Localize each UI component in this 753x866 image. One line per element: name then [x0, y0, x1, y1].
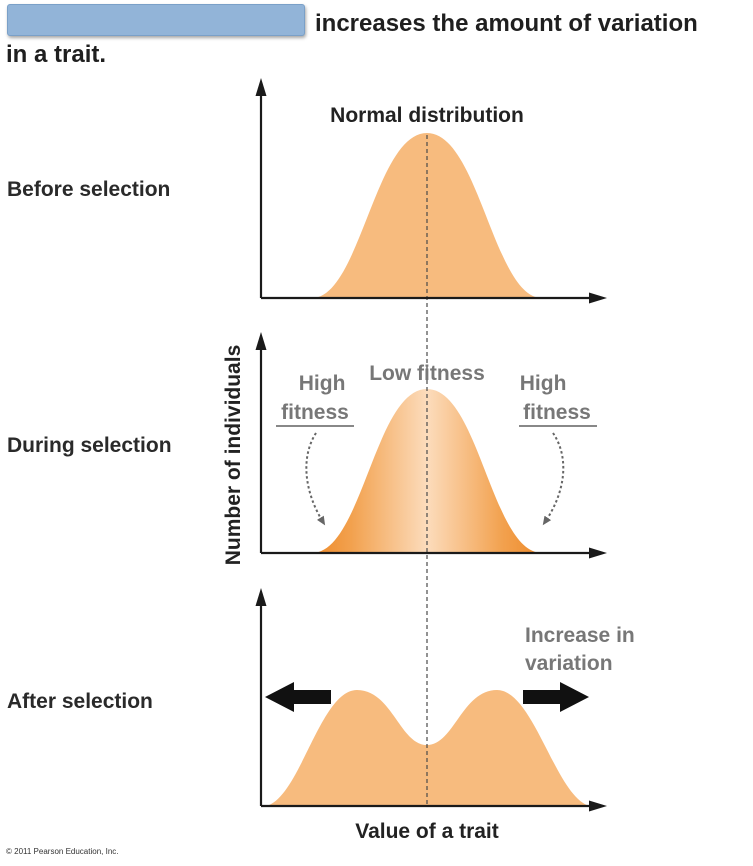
high-fitness-right-line1: High [520, 372, 567, 395]
bimodal-distribution-curve [266, 690, 590, 806]
x-axis-label: Value of a trait [355, 820, 499, 843]
normal-distribution-label: Normal distribution [330, 104, 524, 127]
copyright-notice: © 2011 Pearson Education, Inc. [6, 847, 118, 856]
high-fitness-right: High fitness [519, 372, 597, 427]
label-during-selection: During selection [7, 434, 172, 457]
axes-during-selection [255, 332, 607, 559]
title-line1: increases the amount of variation [315, 10, 698, 37]
label-after-selection: After selection [7, 690, 153, 713]
high-fitness-left-text: High fitness [281, 372, 351, 424]
high-fitness-right-text: High fitness [520, 372, 591, 424]
increase-in-variation-line1: Increase in [525, 624, 635, 647]
selection-arrow-right [542, 432, 565, 526]
variation-arrow-right-icon [523, 682, 589, 712]
increase-in-variation-line2: variation [525, 652, 613, 675]
title-line2: in a trait. [6, 41, 107, 68]
increase-in-variation-label: Increase in variation [525, 624, 641, 675]
axes-before-selection [255, 78, 607, 304]
high-fitness-right-line2: fitness [523, 401, 591, 424]
label-before-selection: Before selection [7, 178, 171, 201]
high-fitness-left-line1: High [299, 372, 346, 395]
high-fitness-left-line2: fitness [281, 401, 349, 424]
low-fitness-label: Low fitness [369, 362, 485, 385]
y-axis-label: Number of individuals [222, 345, 245, 566]
variation-arrow-left-icon [265, 682, 331, 712]
axes-after-selection [255, 588, 607, 812]
high-fitness-left: High fitness [276, 372, 354, 427]
selection-arrow-left [305, 432, 326, 526]
redaction-box [7, 4, 305, 36]
